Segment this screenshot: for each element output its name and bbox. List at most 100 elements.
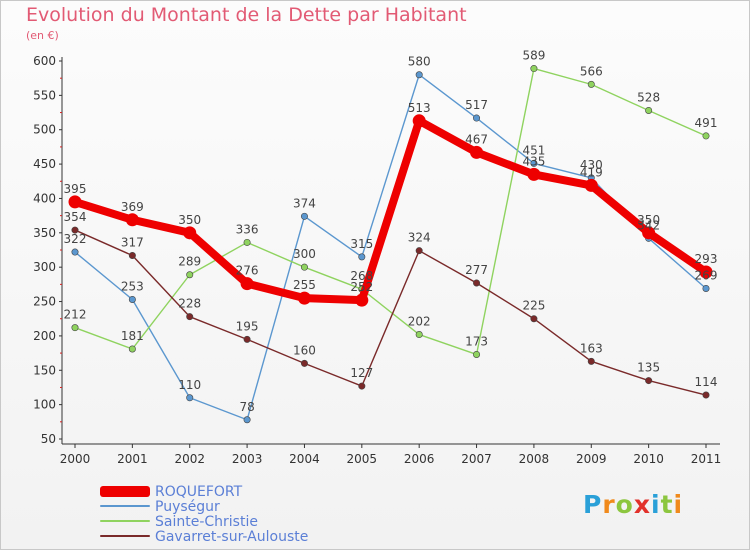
data-point [473, 350, 481, 358]
data-label: 269 [695, 268, 718, 282]
x-tick-label: 2000 [60, 452, 91, 466]
x-tick-label: 2007 [461, 452, 492, 466]
data-label: 293 [695, 252, 718, 266]
data-point [587, 357, 595, 365]
y-tick-label: 200 [33, 329, 56, 343]
y-tick-label: 50 [41, 432, 56, 446]
data-point [415, 247, 423, 255]
data-label: 317 [121, 235, 144, 249]
y-tick-label: 300 [33, 260, 56, 274]
x-tick-label: 2009 [576, 452, 607, 466]
data-point [702, 132, 710, 140]
series-line-3 [74, 229, 707, 396]
x-tick-label: 2010 [633, 452, 664, 466]
x-tick-label: 2011 [691, 452, 722, 466]
logo-letter: P [583, 490, 603, 519]
data-label: 135 [637, 361, 660, 375]
legend-swatch [100, 505, 150, 507]
data-point [530, 65, 538, 73]
data-label: 228 [178, 297, 201, 311]
logo-letter: i [673, 490, 684, 519]
data-label: 255 [293, 278, 316, 292]
logo-letter: x [633, 490, 651, 519]
data-point [71, 226, 79, 234]
data-label: 350 [637, 213, 660, 227]
data-label: 195 [236, 319, 259, 333]
data-point [125, 213, 139, 227]
y-tick-label: 150 [33, 363, 56, 377]
data-label: 324 [408, 231, 431, 245]
data-label: 451 [522, 143, 545, 157]
data-point [584, 178, 598, 192]
data-label: 202 [408, 315, 431, 329]
data-point [527, 167, 541, 181]
logo-letter: t [660, 490, 674, 519]
data-label: 253 [121, 279, 144, 293]
data-point [415, 331, 423, 339]
data-point [243, 335, 251, 343]
legend-label: ROQUEFORT [155, 484, 243, 500]
data-label: 300 [293, 247, 316, 261]
y-tick-label: 550 [33, 88, 56, 102]
data-label: 78 [239, 400, 254, 414]
data-point [128, 251, 136, 259]
data-label: 589 [522, 49, 545, 63]
legend-swatch [100, 486, 150, 497]
data-point [186, 313, 194, 321]
data-point [186, 271, 194, 279]
data-point [645, 377, 653, 385]
data-point [68, 195, 82, 209]
series-lines [68, 65, 713, 424]
x-tick-label: 2005 [347, 452, 378, 466]
data-point [702, 391, 710, 399]
data-point [587, 80, 595, 88]
x-tick-label: 2001 [117, 452, 148, 466]
data-label: 374 [293, 196, 316, 210]
data-point [530, 315, 538, 323]
data-label: 127 [350, 366, 373, 380]
data-label: 212 [64, 308, 87, 322]
y-tick-label: 350 [33, 226, 56, 240]
legend-item-puysegur: Puységur [100, 499, 360, 515]
legend-label: Puységur [155, 499, 220, 515]
y-tick-label: 450 [33, 157, 56, 171]
data-label: 528 [637, 90, 660, 104]
data-point [300, 359, 308, 367]
data-label: 467 [465, 132, 488, 146]
data-label: 395 [64, 182, 87, 196]
legend-item-roquefort: ROQUEFORT [100, 484, 360, 500]
data-point [530, 159, 538, 167]
data-label: 369 [121, 200, 144, 214]
chart-subtitle: (en €) [26, 29, 59, 42]
data-label: 160 [293, 343, 316, 357]
data-label: 110 [178, 378, 201, 392]
data-label: 419 [580, 165, 603, 179]
data-label: 435 [522, 154, 545, 168]
data-label: 315 [350, 237, 373, 251]
data-point [300, 212, 308, 220]
data-label: 276 [236, 264, 259, 278]
legend-swatch [100, 535, 150, 537]
data-point [699, 265, 713, 279]
data-point [470, 145, 484, 159]
data-label: 173 [465, 334, 488, 348]
x-tick-label: 2006 [404, 452, 435, 466]
logo-letter: i [651, 490, 661, 519]
data-label: 252 [350, 280, 373, 294]
data-point [473, 114, 481, 122]
chart-axes: 50 100 150 200 250 300 350 400 450 500 550 600 2000 2… [33, 54, 721, 466]
chart-legend: ROQUEFORT Puységur Sainte-Christie Gavar… [100, 484, 360, 545]
data-label: 513 [408, 101, 431, 115]
data-label: 289 [178, 255, 201, 269]
data-point [128, 295, 136, 303]
data-label: 566 [580, 64, 603, 78]
x-tick-label: 2002 [174, 452, 205, 466]
data-point [128, 345, 136, 353]
legend-item-gavarret: Gavarret-sur-Aulouste [100, 529, 360, 545]
data-label: 517 [465, 98, 488, 112]
data-point [186, 394, 194, 402]
logo-letter: r [602, 490, 616, 519]
data-point [412, 114, 426, 128]
